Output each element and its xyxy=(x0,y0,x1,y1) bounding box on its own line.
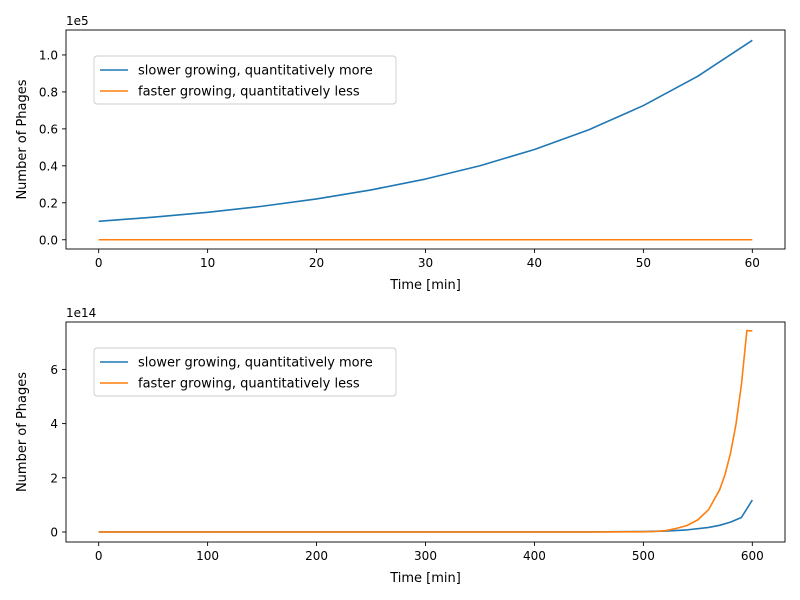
y-axis-label: Number of Phages xyxy=(15,79,30,199)
x-tick-label: 0 xyxy=(95,256,103,270)
y-tick-label: 0.8 xyxy=(39,85,58,99)
legend-label-1: faster growing, quantitatively less xyxy=(138,377,360,392)
series-line-0 xyxy=(98,39,753,223)
series-line-1 xyxy=(98,329,753,533)
x-tick-label: 10 xyxy=(200,256,215,270)
x-tick-label: 400 xyxy=(523,549,546,563)
y-offset-label: 1e14 xyxy=(66,306,96,320)
legend-box xyxy=(93,55,397,105)
x-tick-label: 20 xyxy=(309,256,324,270)
series-line-0 xyxy=(98,499,753,533)
x-tick-label: 300 xyxy=(414,549,437,563)
x-tick-label: 60 xyxy=(745,256,760,270)
y-tick-label: 4 xyxy=(50,417,58,431)
x-tick-label: 500 xyxy=(632,549,655,563)
legend-label-1: faster growing, quantitatively less xyxy=(138,85,360,100)
legend-box xyxy=(93,347,397,397)
legend-label-0: slower growing, quantitatively more xyxy=(138,356,373,371)
x-tick-label: 200 xyxy=(305,549,328,563)
x-axis-label: Time [min] xyxy=(389,571,461,586)
y-tick-label: 0 xyxy=(50,525,58,539)
y-tick-label: 1.0 xyxy=(39,48,58,62)
x-axis-label: Time [min] xyxy=(389,278,461,293)
y-tick-label: 0.6 xyxy=(39,122,58,136)
y-axis-label: Number of Phages xyxy=(15,372,30,492)
y-tick-label: 6 xyxy=(50,363,58,377)
y-tick-label: 0.0 xyxy=(39,233,58,247)
y-tick-label: 0.2 xyxy=(39,196,58,210)
x-tick-label: 50 xyxy=(636,256,651,270)
x-tick-label: 0 xyxy=(95,549,103,563)
y-tick-label: 0.4 xyxy=(39,159,58,173)
x-tick-label: 600 xyxy=(741,549,764,563)
x-tick-label: 30 xyxy=(418,256,433,270)
y-offset-label: 1e5 xyxy=(66,14,89,28)
x-tick-label: 100 xyxy=(196,549,219,563)
x-tick-label: 40 xyxy=(527,256,542,270)
y-tick-label: 2 xyxy=(50,471,58,485)
top-chart: 0 10 20 30 40 50 60 0.0 0.2 0.4 0.6 0.8 1.0 1e5 Time [… xyxy=(15,14,786,293)
bottom-chart: 0 100 200 300 400 500 600 0 2 4 6 1e14 Time [min] Num… xyxy=(15,306,786,586)
legend-label-0: slower growing, quantitatively more xyxy=(138,64,373,79)
